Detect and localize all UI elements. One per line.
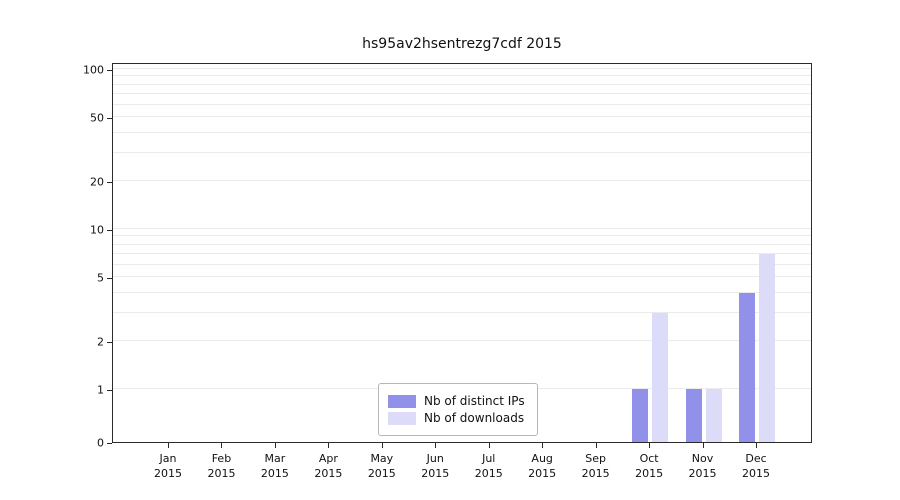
bar-distinct-ips: [632, 389, 649, 442]
y-tick-label: 100: [83, 63, 104, 77]
y-tick-label: 50: [90, 111, 104, 125]
y-tick-label: 0: [97, 436, 104, 450]
x-tick-mark: [756, 443, 757, 448]
legend-swatch-icon: [388, 411, 416, 425]
y-tick-mark: [107, 70, 112, 71]
gridline: [113, 179, 811, 181]
gridline: [113, 83, 811, 85]
gridline: [113, 311, 811, 313]
x-tick-label: May 2015: [367, 452, 396, 480]
x-tick-mark: [274, 443, 276, 448]
x-tick-label: Apr 2015: [314, 452, 343, 480]
x-tick-mark: [702, 443, 704, 448]
y-tick-mark: [107, 443, 112, 444]
y-tick-mark: [107, 390, 112, 391]
legend-label: Nb of distinct IPs: [424, 394, 525, 408]
gridline: [113, 276, 811, 278]
gridline: [113, 131, 811, 133]
y-tick-label: 20: [90, 175, 104, 189]
y-tick-mark: [107, 230, 112, 231]
x-tick-mark: [542, 443, 544, 448]
x-tick-mark: [221, 443, 223, 448]
y-tick-mark: [107, 181, 112, 183]
x-tick-label: Sep 2015: [581, 452, 610, 480]
gridline: [113, 228, 811, 229]
x-tick-mark: [381, 443, 383, 448]
x-tick-label: Jan 2015: [154, 452, 182, 480]
x-tick-mark: [649, 443, 651, 448]
x-tick-label: Oct 2015: [635, 452, 664, 480]
legend-row: Nb of distinct IPs: [388, 394, 525, 408]
bar-distinct-ips: [739, 292, 755, 442]
bar-downloads: [759, 253, 775, 442]
gridline: [113, 151, 811, 153]
legend: Nb of distinct IPs Nb of downloads: [378, 383, 538, 436]
plot-area: Nb of distinct IPs Nb of downloads: [112, 63, 812, 443]
legend-row: Nb of downloads: [388, 411, 525, 425]
gridline: [113, 243, 811, 245]
x-tick-label: Jun 2015: [421, 452, 450, 480]
gridline: [113, 263, 811, 265]
gridline: [113, 291, 811, 293]
legend-swatch-icon: [388, 394, 416, 408]
bar-distinct-ips: [685, 389, 702, 442]
x-tick-mark: [595, 443, 597, 448]
gridline: [113, 339, 811, 341]
chart-title: hs95av2hsentrezg7cdf 2015: [362, 36, 562, 52]
gridline: [113, 252, 811, 254]
x-tick-label: Aug 2015: [528, 452, 557, 480]
x-tick-mark: [168, 443, 169, 448]
x-tick-mark: [488, 443, 490, 448]
gridline: [113, 103, 811, 105]
gridline: [113, 75, 811, 77]
legend-label: Nb of downloads: [424, 411, 525, 425]
y-tick-label: 2: [97, 335, 104, 349]
x-tick-label: Mar 2015: [260, 452, 289, 480]
x-tick-label: Dec 2015: [742, 452, 770, 480]
x-tick-mark: [328, 443, 330, 448]
x-tick-mark: [435, 443, 437, 448]
y-tick-mark: [107, 341, 112, 343]
y-tick-label: 5: [97, 271, 104, 285]
gridline: [113, 68, 811, 69]
gridline: [113, 92, 811, 94]
x-tick-label: Feb 2015: [207, 452, 236, 480]
gridline: [113, 235, 811, 237]
bar-downloads: [652, 312, 669, 442]
y-tick-mark: [107, 278, 112, 280]
y-tick-label: 10: [90, 223, 104, 237]
y-tick-label: 1: [97, 383, 104, 397]
bar-downloads: [705, 389, 722, 442]
gridline: [113, 116, 811, 118]
y-tick-mark: [107, 118, 112, 120]
x-tick-label: Nov 2015: [688, 452, 717, 480]
x-tick-label: Jul 2015: [474, 452, 503, 480]
